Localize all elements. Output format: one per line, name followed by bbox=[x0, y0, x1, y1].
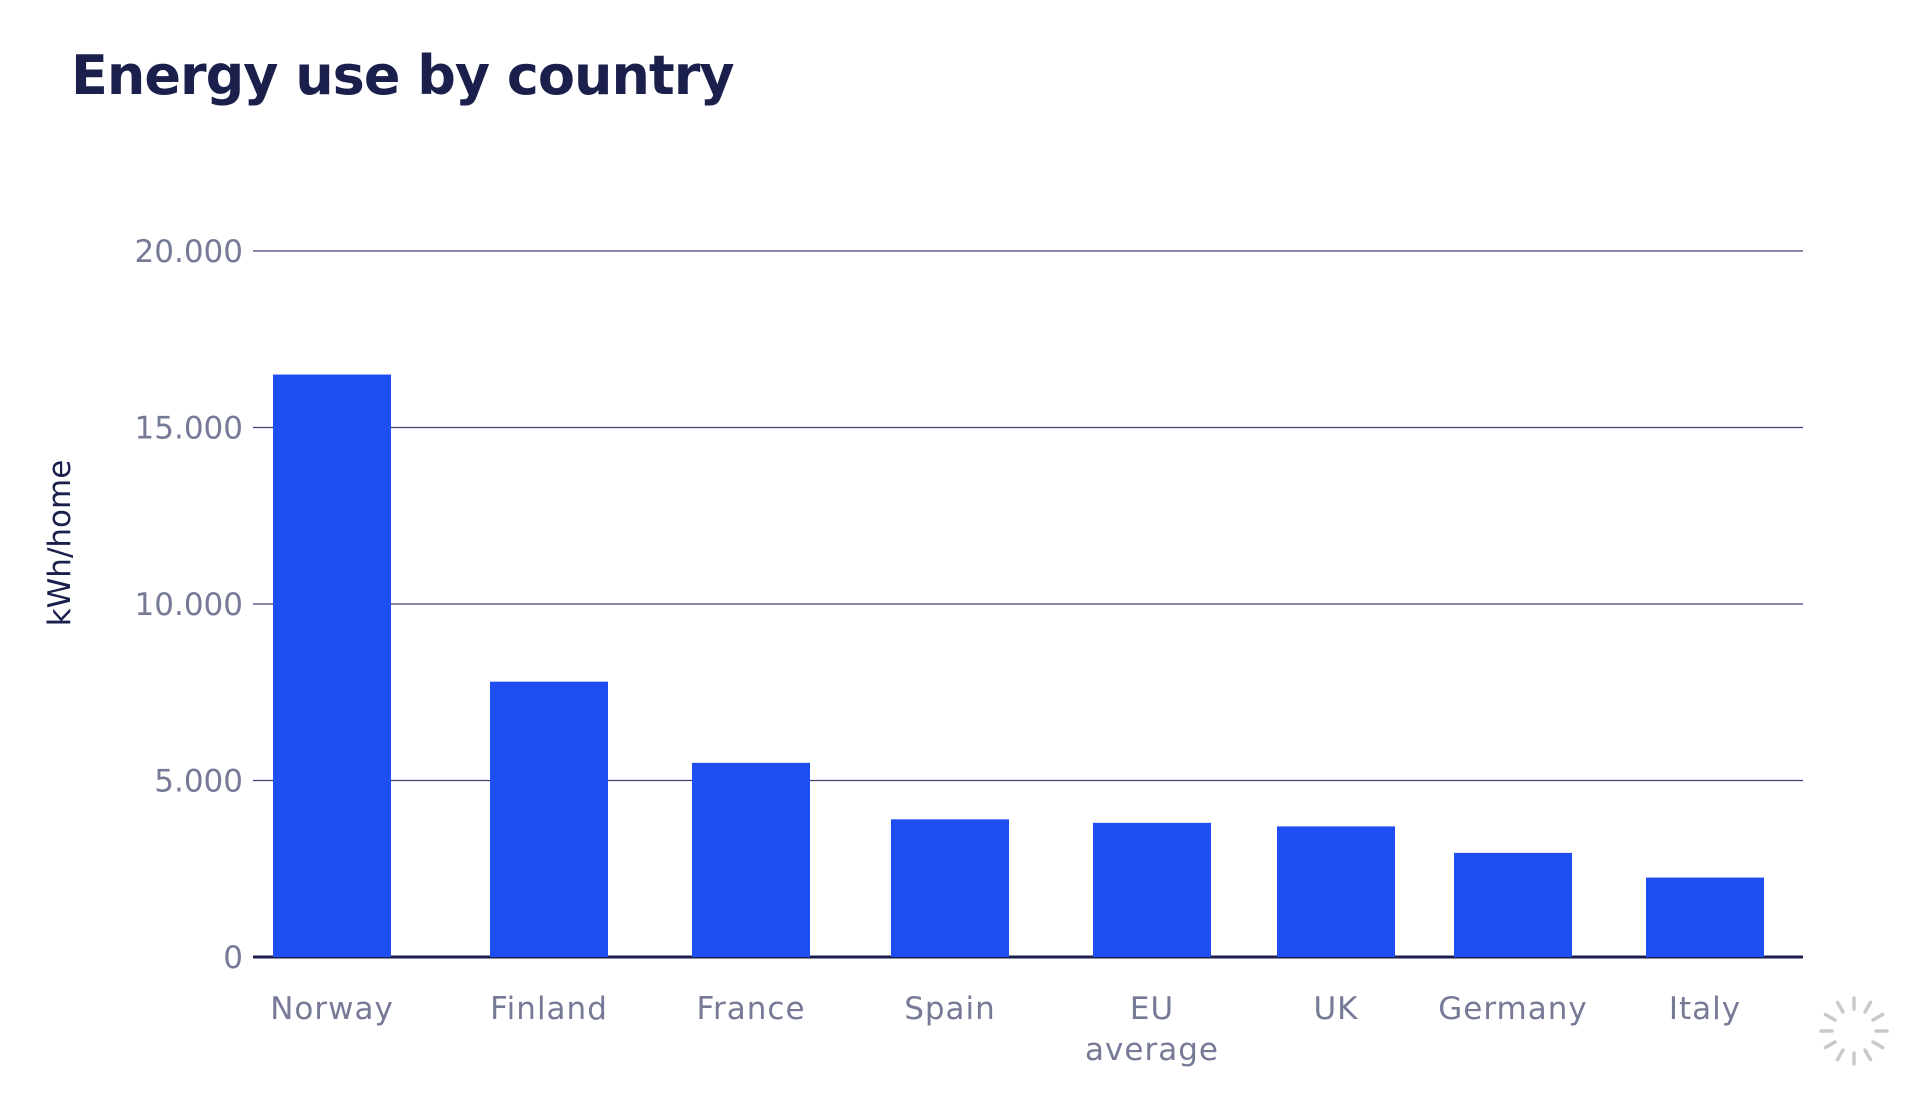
y-tick-label: 20.000 bbox=[135, 234, 243, 270]
bar-finland bbox=[490, 681, 608, 957]
y-tick-label: 5.000 bbox=[154, 764, 243, 800]
chart-title: Energy use by country bbox=[71, 44, 735, 107]
x-tick-label: France bbox=[696, 991, 805, 1027]
x-tick-label: Finland bbox=[490, 991, 608, 1027]
y-axis-tick-labels: 0 5.000 10.000 15.000 20.000 bbox=[135, 234, 243, 976]
y-axis-title: kWh/home bbox=[42, 460, 78, 627]
loading-spinner-icon bbox=[1819, 996, 1889, 1066]
bar-eu-average bbox=[1093, 822, 1211, 957]
bar-france bbox=[692, 762, 810, 957]
bar-italy bbox=[1646, 877, 1764, 957]
x-axis-tick-labels: Norway Finland France Spain EU average UK Germa… bbox=[270, 991, 1741, 1068]
bar-norway bbox=[273, 374, 391, 957]
x-tick-label: UK bbox=[1313, 991, 1358, 1027]
y-tick-label: 0 bbox=[223, 940, 243, 976]
x-tick-label: Germany bbox=[1438, 991, 1587, 1027]
x-tick-label: Norway bbox=[270, 991, 394, 1027]
bar-spain bbox=[891, 819, 1009, 957]
bars bbox=[273, 374, 1764, 957]
x-tick-label: Spain bbox=[904, 991, 996, 1027]
y-tick-label: 15.000 bbox=[135, 411, 243, 447]
x-tick-label: EU average bbox=[1085, 991, 1219, 1068]
bar-uk bbox=[1277, 826, 1395, 957]
x-tick-label: Italy bbox=[1669, 991, 1741, 1027]
bar-germany bbox=[1454, 852, 1572, 957]
y-tick-label: 10.000 bbox=[135, 587, 243, 623]
gridlines bbox=[253, 250, 1803, 959]
